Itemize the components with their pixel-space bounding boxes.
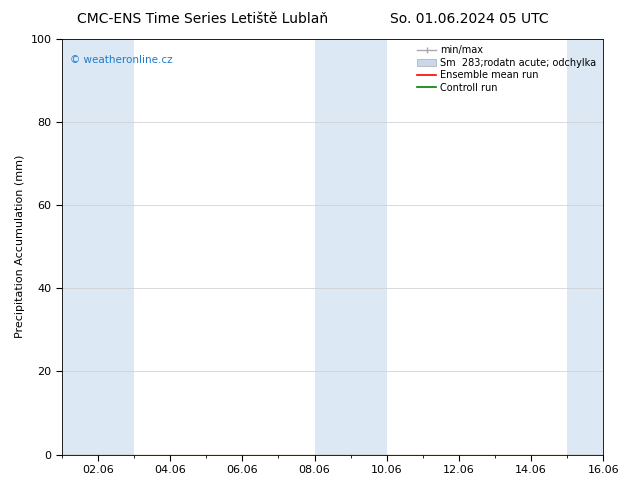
- Legend: min/max, Sm  283;rodatn acute; odchylka, Ensemble mean run, Controll run: min/max, Sm 283;rodatn acute; odchylka, …: [415, 44, 598, 95]
- Bar: [62, 39, 134, 455]
- Y-axis label: Precipitation Accumulation (mm): Precipitation Accumulation (mm): [15, 155, 25, 338]
- Bar: [567, 39, 603, 455]
- Text: So. 01.06.2024 05 UTC: So. 01.06.2024 05 UTC: [390, 12, 548, 26]
- Bar: [314, 39, 387, 455]
- Text: CMC-ENS Time Series Letiště Lublaň: CMC-ENS Time Series Letiště Lublaň: [77, 12, 328, 26]
- Text: © weatheronline.cz: © weatheronline.cz: [70, 55, 172, 65]
